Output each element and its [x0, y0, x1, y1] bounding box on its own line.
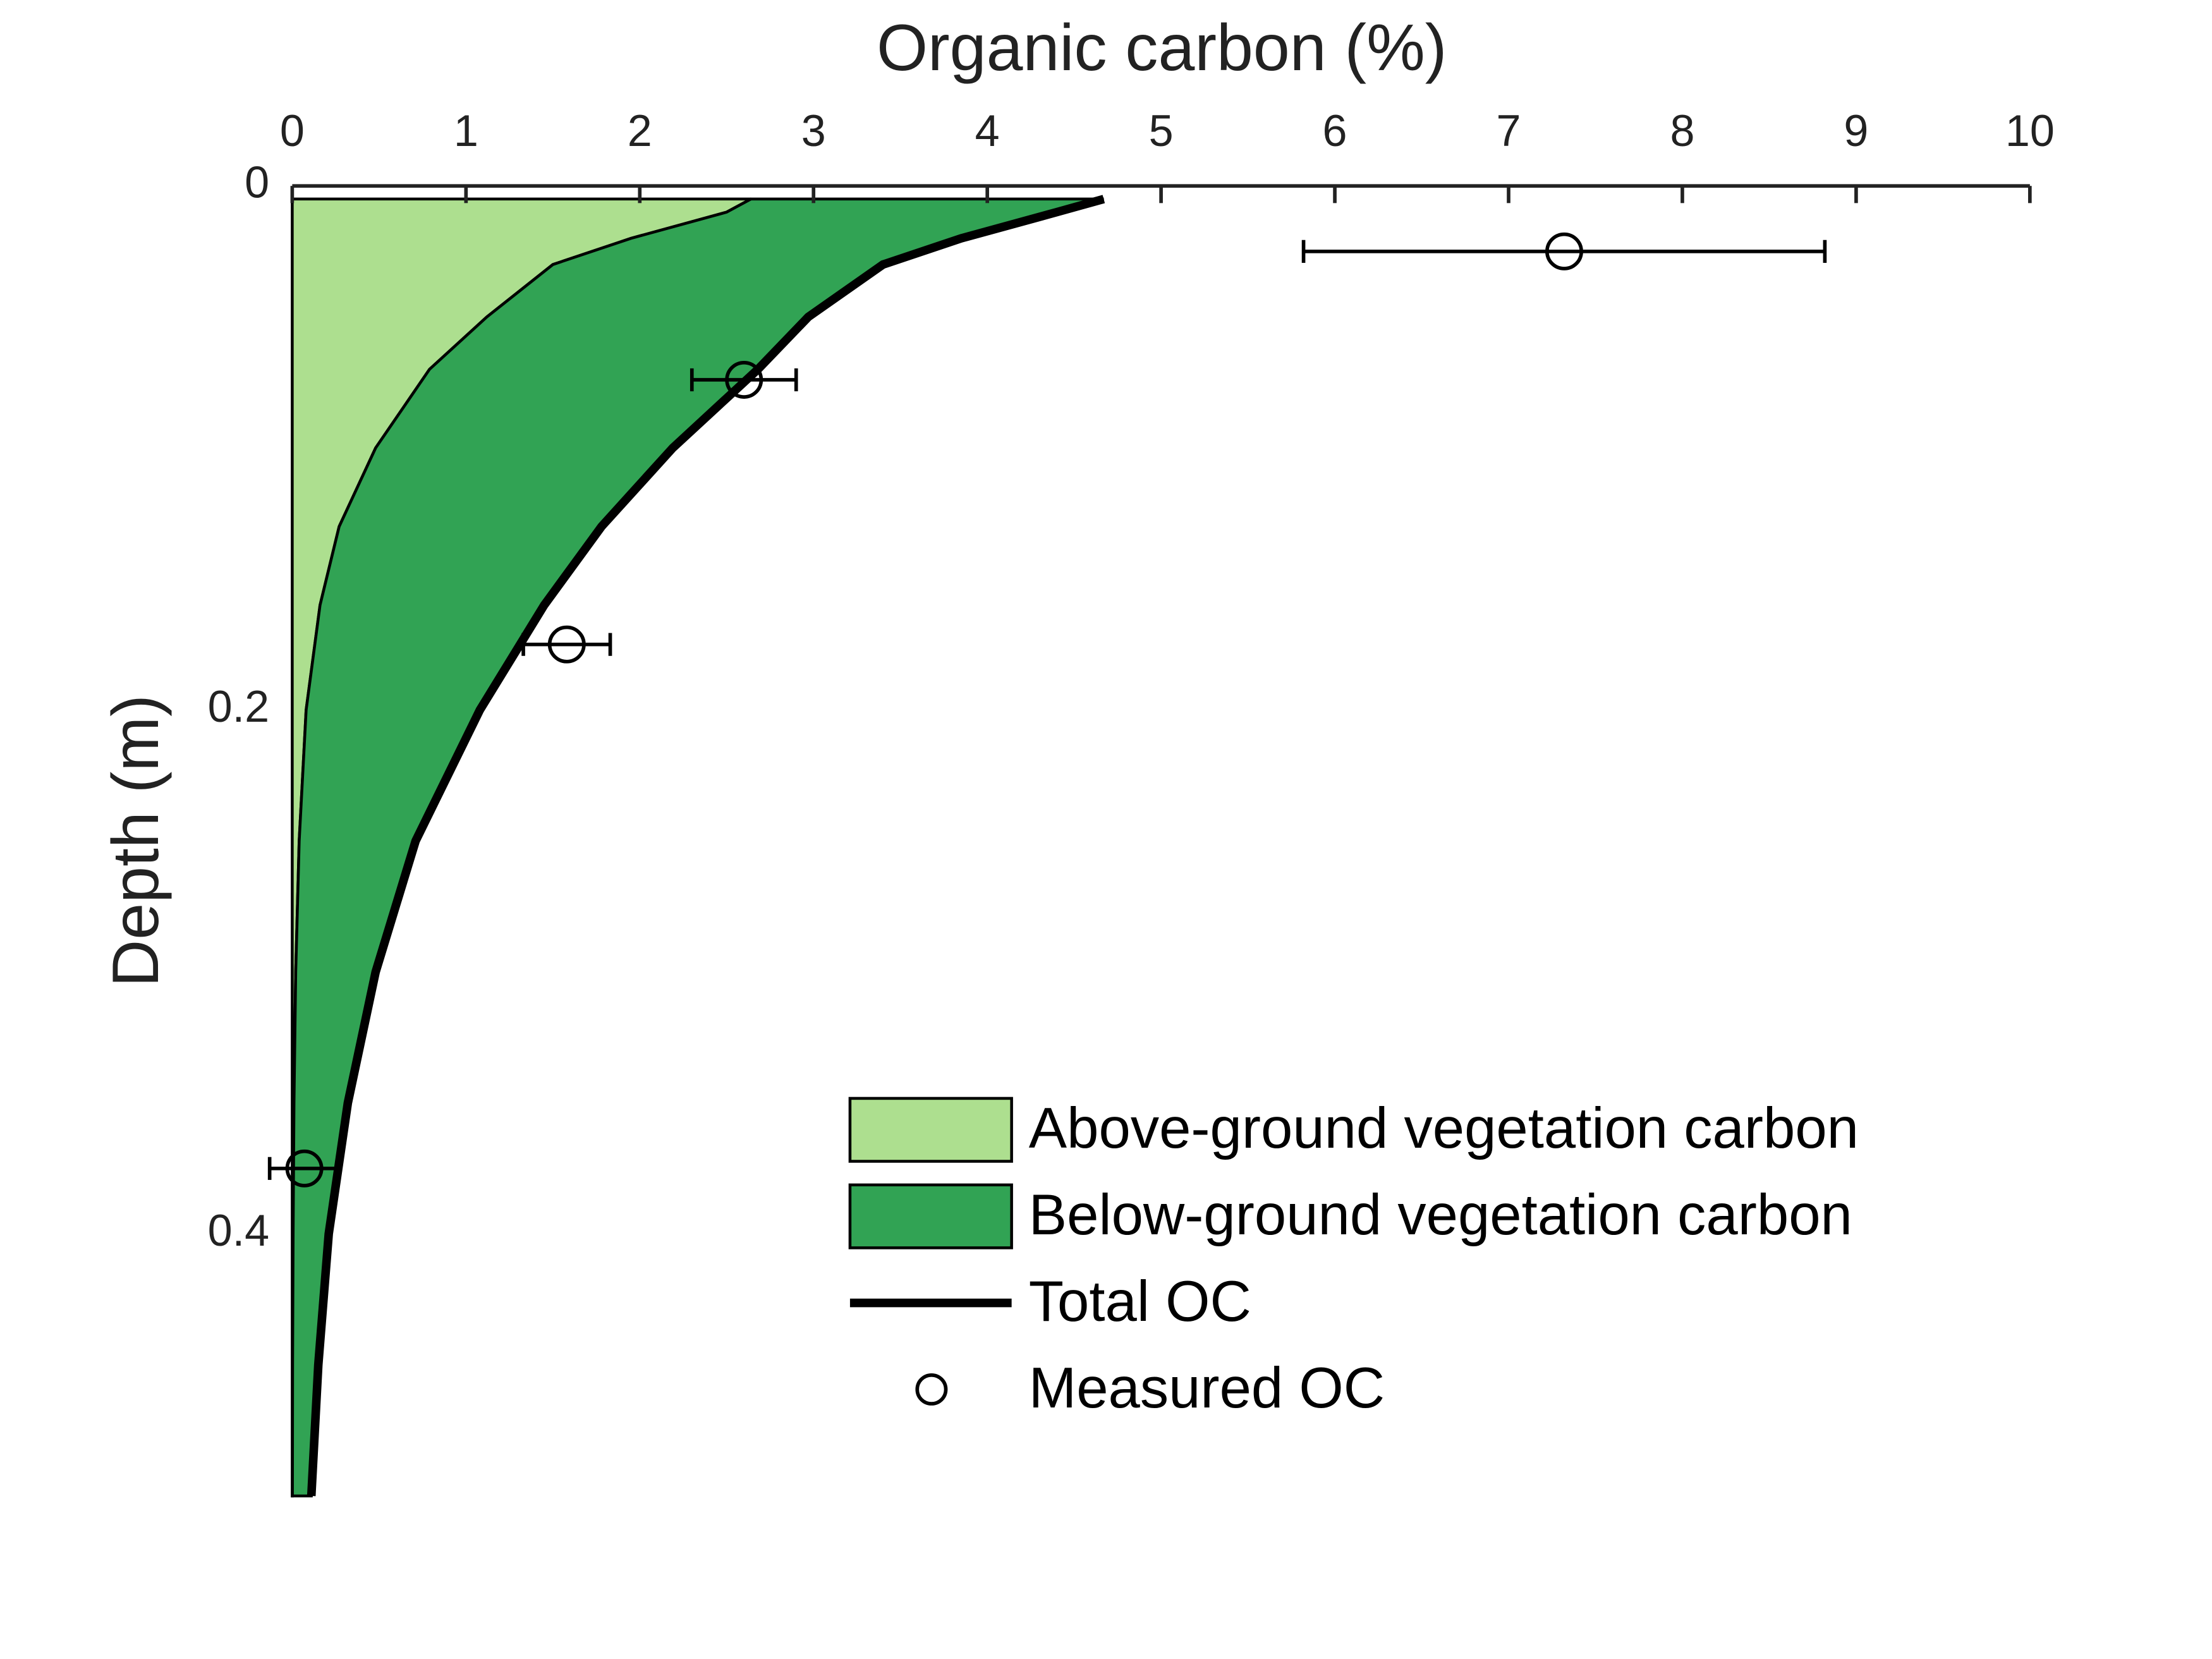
y-tick-label: 0: [245, 157, 269, 207]
measured-point: [285, 1149, 324, 1188]
x-tick-label: 2: [628, 106, 652, 155]
x-tick-label: 3: [801, 106, 826, 155]
legend-swatch: [915, 1373, 948, 1406]
legend-label: Above-ground vegetation carbon: [1029, 1097, 1859, 1160]
x-axis-label: Organic carbon (%): [877, 11, 1447, 85]
x-tick-label: 7: [1497, 106, 1521, 155]
x-tick-label: 4: [975, 106, 1000, 155]
x-tick-label: 8: [1670, 106, 1694, 155]
legend-swatch: [848, 1183, 1013, 1249]
legend-label: Below-ground vegetation carbon: [1029, 1183, 1852, 1247]
legend-label: Measured OC: [1029, 1356, 1385, 1420]
x-tick-label: 6: [1323, 106, 1347, 155]
x-tick-label: 9: [1844, 106, 1868, 155]
legend-label: Total OC: [1029, 1270, 1251, 1334]
x-tick-label: 0: [280, 106, 305, 155]
x-tick-label: 5: [1149, 106, 1174, 155]
x-tick-label: 10: [2005, 106, 2055, 155]
measured-point: [547, 625, 586, 664]
legend-swatch: [848, 1097, 1013, 1163]
x-tick-label: 1: [454, 106, 478, 155]
measured-point: [725, 360, 763, 399]
y-tick-label: 0.2: [208, 681, 270, 731]
y-axis-label: Depth (m): [99, 695, 173, 987]
y-tick-label: 0.4: [208, 1205, 270, 1255]
measured-point: [1545, 232, 1583, 270]
